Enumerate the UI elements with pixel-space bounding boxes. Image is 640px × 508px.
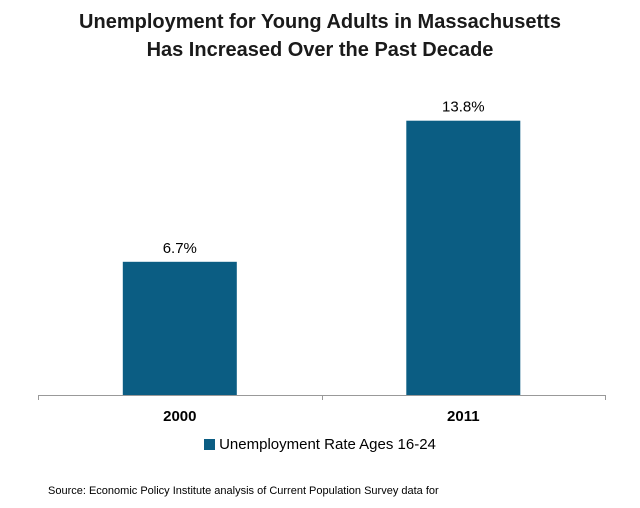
source-note: Source: Economic Policy Institute analys… [48, 485, 439, 497]
data-label-2000: 6.7% [163, 240, 197, 257]
bars-layer [122, 120, 521, 395]
data-label-2011: 13.8% [442, 99, 485, 116]
bar-2011 [406, 120, 521, 395]
legend-swatch [204, 439, 216, 450]
legend-label: Unemployment Rate Ages 16-24 [219, 436, 436, 453]
x-tick-label-2011: 2011 [447, 408, 480, 425]
chart-title-line-1: Unemployment for Young Adults in Massach… [79, 11, 561, 33]
x-tick-label-2000: 2000 [163, 408, 196, 425]
legend: Unemployment Rate Ages 16-24 [0, 436, 640, 454]
chart-title: Unemployment for Young Adults in Massach… [0, 8, 640, 64]
bar-2000 [122, 261, 237, 395]
chart-title-line-2: Has Increased Over the Past Decade [146, 39, 494, 61]
labels-layer: 6.7% 2000 13.8% 2011 [38, 99, 606, 425]
